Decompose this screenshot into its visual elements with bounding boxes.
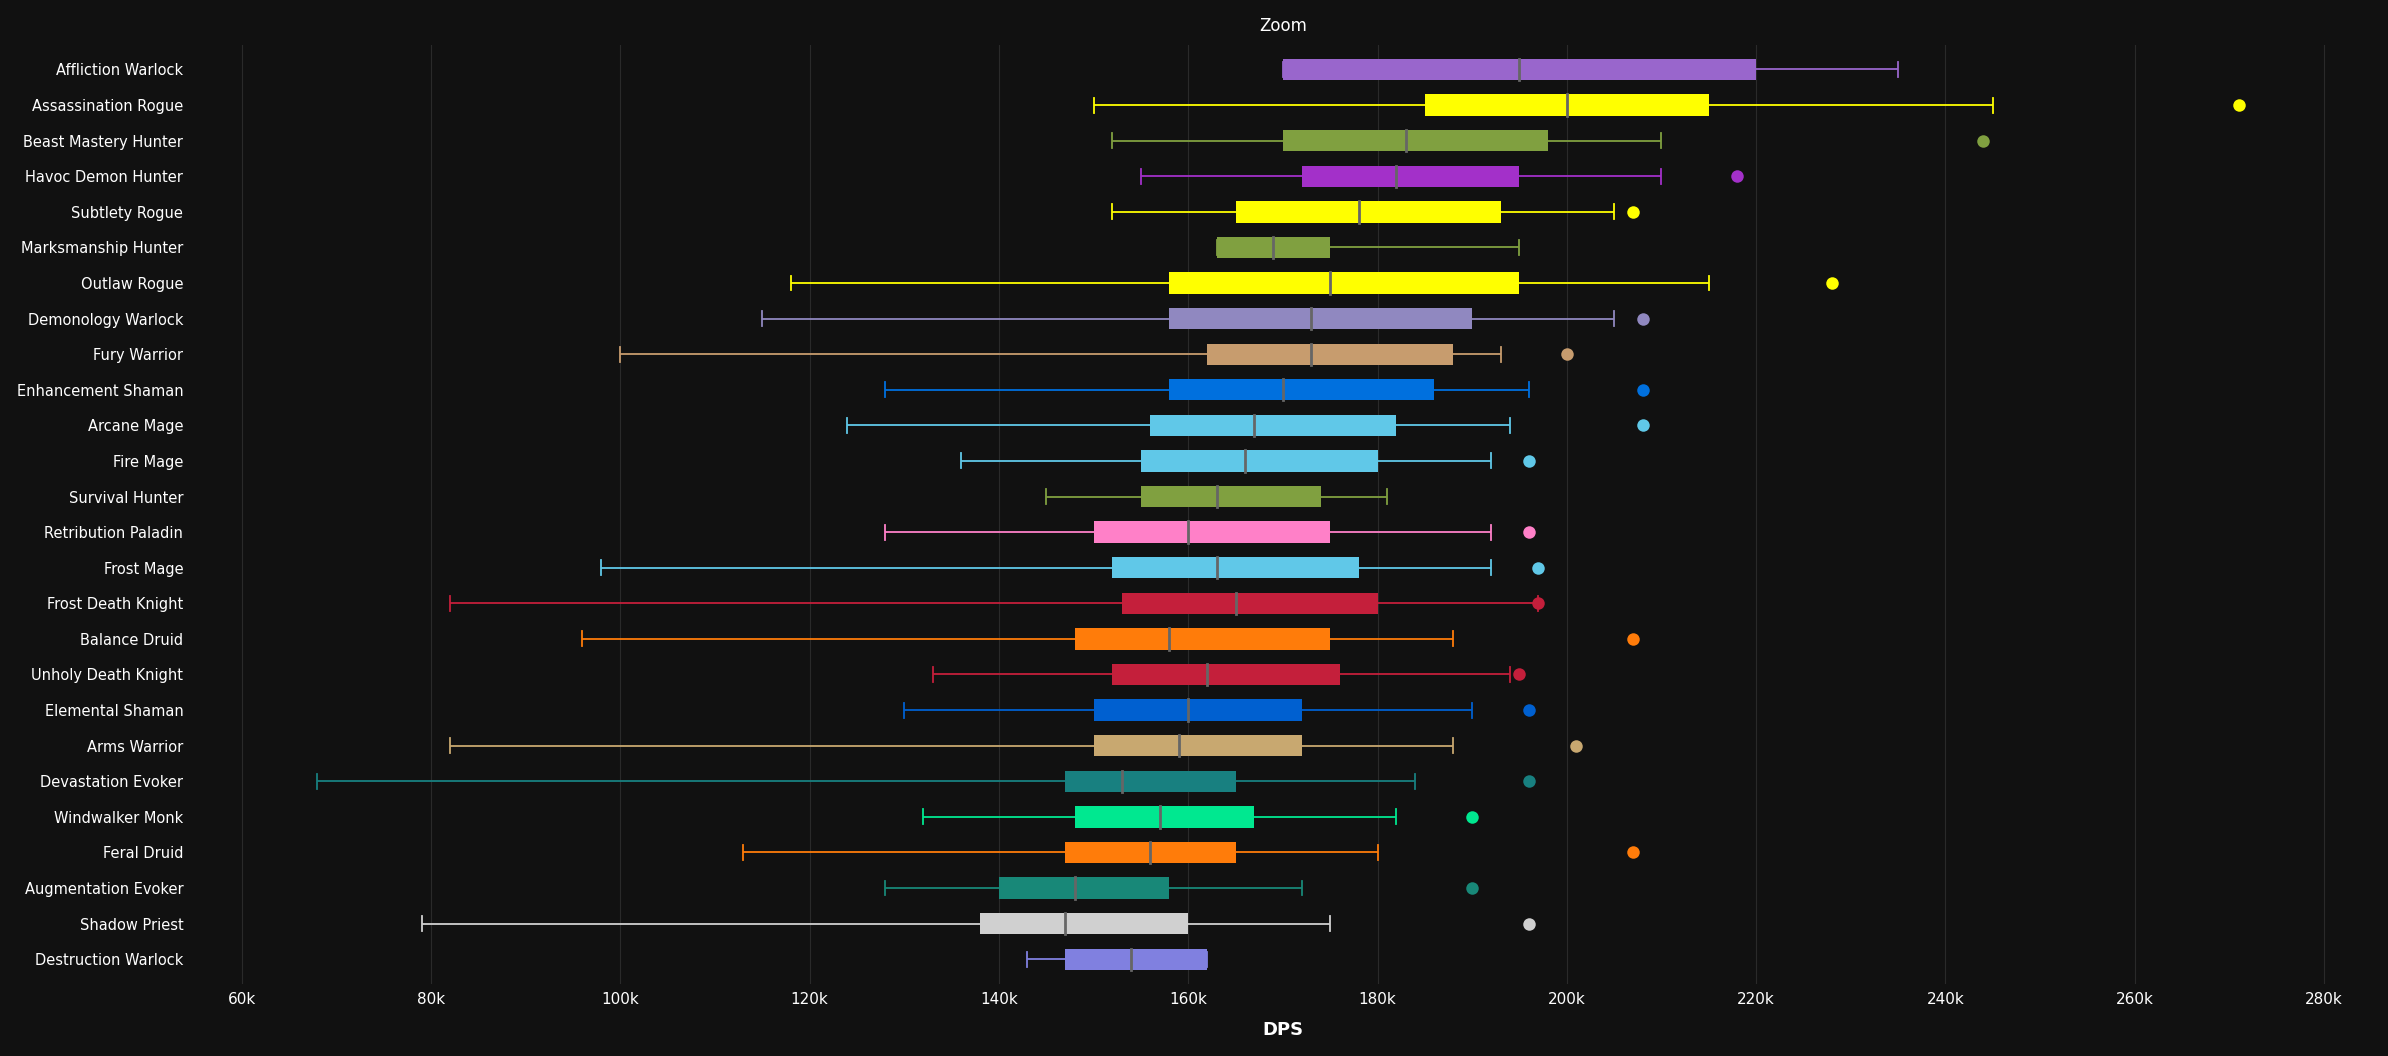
FancyBboxPatch shape bbox=[1094, 522, 1330, 543]
FancyBboxPatch shape bbox=[998, 878, 1170, 899]
FancyBboxPatch shape bbox=[1065, 771, 1235, 792]
FancyBboxPatch shape bbox=[1301, 166, 1519, 187]
FancyBboxPatch shape bbox=[1113, 558, 1359, 579]
FancyBboxPatch shape bbox=[1113, 664, 1340, 685]
FancyBboxPatch shape bbox=[1170, 272, 1519, 294]
FancyBboxPatch shape bbox=[1065, 948, 1208, 969]
Title: Zoom: Zoom bbox=[1258, 17, 1306, 35]
FancyBboxPatch shape bbox=[1282, 130, 1547, 151]
FancyBboxPatch shape bbox=[1170, 308, 1471, 329]
FancyBboxPatch shape bbox=[1075, 806, 1254, 828]
FancyBboxPatch shape bbox=[1215, 237, 1330, 258]
FancyBboxPatch shape bbox=[1075, 628, 1330, 649]
FancyBboxPatch shape bbox=[979, 913, 1189, 935]
FancyBboxPatch shape bbox=[1094, 735, 1301, 756]
FancyBboxPatch shape bbox=[1170, 379, 1435, 400]
FancyBboxPatch shape bbox=[1141, 486, 1321, 507]
FancyBboxPatch shape bbox=[1094, 699, 1301, 721]
FancyBboxPatch shape bbox=[1151, 415, 1397, 436]
FancyBboxPatch shape bbox=[1426, 94, 1710, 116]
FancyBboxPatch shape bbox=[1141, 450, 1378, 472]
FancyBboxPatch shape bbox=[1065, 842, 1235, 863]
FancyBboxPatch shape bbox=[1235, 201, 1500, 223]
FancyBboxPatch shape bbox=[1282, 59, 1755, 80]
FancyBboxPatch shape bbox=[1122, 592, 1378, 614]
FancyBboxPatch shape bbox=[1208, 343, 1454, 365]
X-axis label: DPS: DPS bbox=[1263, 1021, 1304, 1039]
